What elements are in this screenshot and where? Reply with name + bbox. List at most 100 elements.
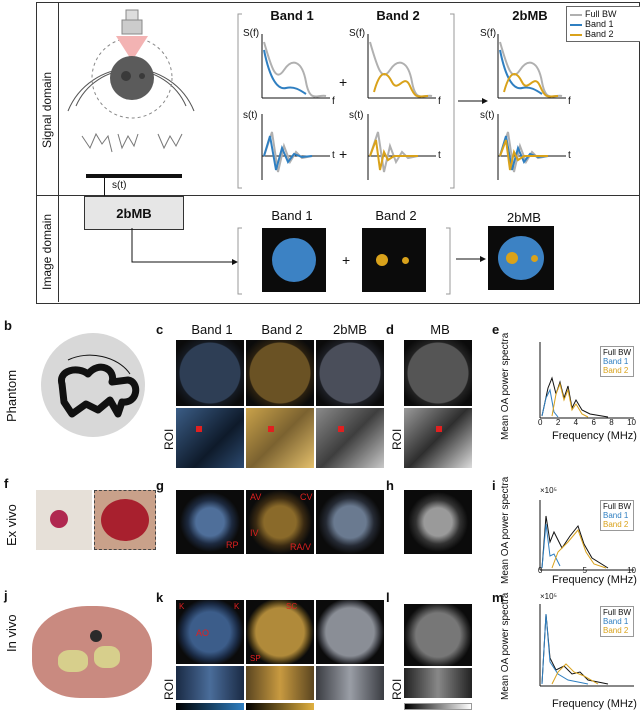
invivo-2bmb-image <box>316 600 384 664</box>
phantom-roi-band1 <box>176 408 244 468</box>
panel-g-label: g <box>156 478 164 493</box>
f-axis-2: f <box>438 96 441 107</box>
panel-h-label: h <box>386 478 394 493</box>
spectrum-m-xlabel: Frequency (MHz) <box>552 698 637 710</box>
legend-band1: Band 1 <box>570 19 640 29</box>
twobmb-time-plot <box>497 114 566 180</box>
schematic-legend: Full BW Band 1 Band 2 <box>566 6 640 42</box>
exvivo-2bmb-image <box>316 490 384 554</box>
image-2bmb <box>488 226 554 290</box>
sf-axis-3: S(f) <box>480 28 497 39</box>
t-axis-2: t <box>438 150 441 161</box>
annotation-k2: K <box>234 602 240 611</box>
spectrum-m <box>539 604 634 687</box>
spectra-ylabel-e: Mean OA power spectra <box>500 332 511 440</box>
image-plus: + <box>342 252 351 268</box>
panel-m-label: m <box>492 590 504 605</box>
row-label-phantom: Phantom <box>4 369 19 422</box>
domain-divider <box>36 195 639 196</box>
roi-label-d: ROI <box>390 428 404 450</box>
legend-band2: Band 2 <box>570 29 640 39</box>
panel-e-label: e <box>492 322 500 337</box>
band1-spectrum-plot <box>261 34 330 99</box>
t-axis-3: t <box>568 150 571 161</box>
arrow-to-2bmb <box>458 98 488 104</box>
roi-marker <box>268 426 274 432</box>
method-to-image-arrow <box>131 228 238 265</box>
colorbar-band2 <box>246 703 314 710</box>
panel-c-label: c <box>156 322 164 337</box>
in-vivo-section-photo <box>30 602 154 702</box>
col-title-band1: Band 1 <box>191 322 233 337</box>
annotation-ao: AO <box>196 628 210 638</box>
invivo-roi-mb <box>404 668 472 698</box>
annotation-sc: SC <box>286 602 298 611</box>
col-title-2bmb: 2bMB <box>333 322 367 337</box>
spectrum-m-exp: ×10⁵ <box>540 592 557 601</box>
band1-title: Band 1 <box>270 8 314 23</box>
spectrum-i-xlabel: Frequency (MHz) <box>552 574 637 586</box>
sf-axis-1: S(f) <box>243 28 260 39</box>
spectrum-e-xlabel: Frequency (MHz) <box>552 430 637 442</box>
annotation-cv: CV <box>300 492 313 502</box>
invivo-roi-2bmb <box>316 666 384 700</box>
phantom-band2-image <box>246 340 314 406</box>
band2-time-plot <box>367 114 436 180</box>
annotation-rav: RA/V <box>290 542 312 552</box>
signal-bracket <box>237 13 455 189</box>
row-label-ex-vivo: Ex vivo <box>4 504 19 546</box>
band2-title: Band 2 <box>376 8 420 23</box>
signal-domain-label: Signal domain <box>40 71 54 148</box>
t-axis-1: t <box>332 150 335 161</box>
image-band2 <box>362 228 426 292</box>
ex-vivo-photo-right <box>94 490 156 550</box>
invivo-band1-image <box>176 600 244 664</box>
spectrum-i <box>539 500 634 571</box>
method-box: 2bMB <box>84 196 184 230</box>
roi-marker <box>196 426 202 432</box>
f-axis-3: f <box>568 96 571 107</box>
exvivo-mb-image <box>404 490 472 554</box>
invivo-mb-image <box>404 604 472 666</box>
st-label: s(t) <box>112 180 127 191</box>
invivo-roi-band1 <box>176 666 244 700</box>
phantom-drawing <box>41 333 145 437</box>
signal-arrow <box>104 178 105 196</box>
row-label-in-vivo: In vivo <box>4 614 19 652</box>
twobmb-spectrum-plot <box>497 34 566 99</box>
panel-b-label: b <box>4 318 12 333</box>
ex-vivo-photo-left <box>36 490 92 550</box>
spectrum-i-xticks: 0 5 10 <box>538 566 636 575</box>
band1-time-plot <box>261 114 330 180</box>
image-band1 <box>262 228 326 292</box>
twobmb-title: 2bMB <box>512 8 548 23</box>
roi-marker <box>436 426 442 432</box>
exvivo-band1-image <box>176 490 244 554</box>
phantom-mb-image <box>404 340 472 406</box>
image-arrow <box>456 256 486 262</box>
phantom-band1-image <box>176 340 244 406</box>
annotation-sp: SP <box>250 654 261 663</box>
sf-axis-2: S(f) <box>349 28 366 39</box>
spectrum-i-exp: ×10⁵ <box>540 486 557 495</box>
panel-f-label: f <box>4 476 9 491</box>
spectra-ylabel-i: Mean OA power spectra <box>500 476 511 584</box>
spectrum-i-legend: Full BW Band 1 Band 2 <box>600 500 634 531</box>
roi-label-c: ROI <box>162 428 176 450</box>
image-bracket <box>237 227 451 295</box>
image-band1-title: Band 1 <box>271 208 313 223</box>
label-column <box>36 2 59 302</box>
transducer-illustration <box>67 9 195 153</box>
invivo-roi-band2 <box>246 666 314 700</box>
annotation-k1: K <box>179 602 185 611</box>
spectrum-e-xticks: 0 2 4 6 8 10 <box>538 418 636 427</box>
band2-spectrum-plot <box>367 34 436 99</box>
plus-2: + <box>339 146 348 162</box>
roi-label-l: ROI <box>390 678 404 700</box>
legend-full-bw: Full BW <box>570 9 640 19</box>
image-domain-label: Image domain <box>40 213 54 290</box>
panel-k-label: k <box>156 590 164 605</box>
plus-1: + <box>339 74 348 90</box>
st-axis-2: s(t) <box>349 110 364 121</box>
col-title-mb: MB <box>430 322 450 337</box>
